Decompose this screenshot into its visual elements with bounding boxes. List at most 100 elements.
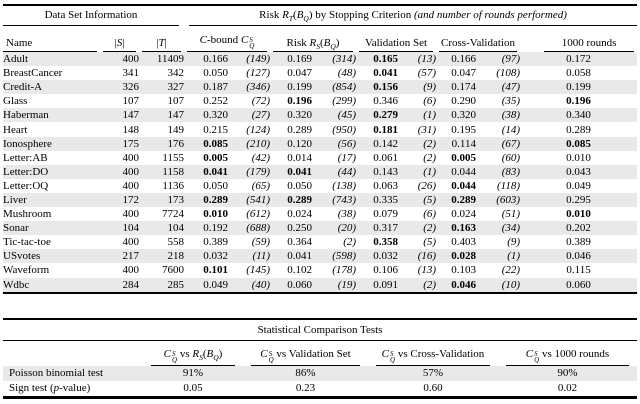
crossval-value: 0.044	[451, 179, 477, 192]
t-size-value: 104	[167, 222, 185, 235]
risk-value: 0.102	[287, 264, 313, 277]
cbound-value: 0.187	[203, 81, 229, 94]
cbound-value: 0.101	[203, 264, 229, 277]
cbound-rounds: (27)	[251, 109, 271, 122]
dataset-name: Adult	[3, 53, 29, 66]
crossval-rounds: (34)	[501, 222, 521, 235]
t-size-value: 285	[167, 278, 185, 291]
risk-value: 0.289	[287, 123, 313, 136]
rounds1000-value: 0.060	[566, 278, 591, 291]
validation-rounds: (9)	[423, 81, 437, 94]
validation-value: 0.346	[373, 95, 399, 108]
rounds1000-value: 0.010	[566, 208, 591, 221]
table-row: Heart 148 149 0.215 (124) 0.289 (950) 0.181 (31)…	[3, 122, 637, 136]
test-value: 0.05	[183, 382, 203, 394]
validation-value: 0.279	[373, 109, 399, 122]
col-header-name: Name	[3, 26, 100, 52]
cbound-value: 0.289	[203, 193, 229, 206]
risk-value: 0.024	[287, 208, 313, 221]
table-row: Waveform 400 7600 0.101 (145) 0.102 (178) 0.106…	[3, 263, 637, 277]
rounds1000-value: 0.199	[566, 81, 591, 94]
risk-value: 0.169	[287, 53, 313, 66]
dataset-name: Waveform	[3, 264, 50, 277]
s-size-value: 400	[122, 208, 140, 221]
rounds1000-value: 0.115	[566, 264, 591, 277]
t-size-value: 558	[167, 236, 185, 249]
risk-value: 0.320	[287, 109, 313, 122]
rounds1000-value: 0.202	[566, 222, 591, 235]
validation-rounds: (2)	[423, 151, 437, 164]
validation-value: 0.317	[373, 222, 399, 235]
crossval-rounds: (14)	[501, 123, 521, 136]
crossval-rounds: (603)	[496, 193, 521, 206]
cbound-rounds: (688)	[246, 222, 271, 235]
rounds1000-value: 0.043	[566, 165, 591, 178]
rounds1000-value: 0.340	[566, 109, 591, 122]
risk-rounds: (598)	[332, 250, 357, 263]
cbound-rounds: (72)	[251, 95, 271, 108]
stats-table-title: Statistical Comparison Tests	[3, 319, 637, 341]
t-size-value: 173	[167, 193, 185, 206]
col-header-risk: Risk RS(BQ)	[270, 26, 356, 52]
validation-value: 0.032	[373, 250, 399, 263]
cbound-rounds: (42)	[251, 151, 271, 164]
rounds1000-value: 0.172	[566, 53, 591, 66]
cbound-value: 0.041	[203, 165, 229, 178]
risk-rounds: (19)	[337, 278, 357, 291]
cbound-value: 0.050	[203, 179, 229, 192]
col-header-1000-rounds: 1000 rounds	[520, 26, 637, 52]
risk-value: 0.289	[287, 193, 313, 206]
table-row: Letter:AB 400 1155 0.005 (42) 0.014 (17) 0.061 (…	[3, 151, 637, 165]
crossval-rounds: (108)	[496, 67, 521, 80]
validation-value: 0.335	[373, 193, 399, 206]
dataset-name: Letter:DO	[3, 165, 49, 178]
table-row: Mushroom 400 7724 0.010 (612) 0.024 (38) 0.079 (…	[3, 207, 637, 221]
crossval-value: 0.114	[451, 137, 477, 150]
s-size-value: 107	[122, 95, 140, 108]
crossval-value: 0.320	[451, 109, 477, 122]
col-header-validation: Validation Set	[356, 26, 436, 52]
s-size-value: 172	[122, 193, 140, 206]
cbound-value: 0.085	[203, 137, 229, 150]
cbound-rounds: (179)	[246, 165, 271, 178]
crossval-rounds: (22)	[501, 264, 521, 277]
risk-value: 0.014	[287, 151, 313, 164]
t-size-value: 1155	[162, 151, 185, 164]
t-size-value: 218	[167, 250, 185, 263]
cbound-rounds: (210)	[246, 137, 271, 150]
risk-rounds: (314)	[332, 53, 357, 66]
dataset-name: Letter:OQ	[3, 179, 49, 192]
cbound-value: 0.005	[203, 151, 229, 164]
s-size-value: 400	[122, 179, 140, 192]
risk-rounds: (45)	[337, 109, 357, 122]
cbound-rounds: (541)	[246, 193, 271, 206]
risk-value: 0.041	[287, 165, 313, 178]
table-row: Sonar 104 104 0.192 (688) 0.250 (20) 0.317 (2) 0.…	[3, 221, 638, 236]
cbound-rounds: (346)	[246, 81, 271, 94]
stats-title-row: Statistical Comparison Tests	[3, 319, 637, 341]
s-size-value: 148	[122, 123, 140, 136]
cbound-rounds: (65)	[251, 179, 271, 192]
crossval-rounds: (9)	[507, 236, 521, 249]
crossval-rounds: (83)	[501, 165, 521, 178]
cbound-rounds: (612)	[246, 208, 271, 221]
table-row: Wdbc 284 285 0.049 (40) 0.060 (19) 0.091 (2) 0.04…	[3, 277, 638, 293]
s-size-value: 400	[122, 165, 140, 178]
risk-rounds: (20)	[337, 222, 357, 235]
cbound-value: 0.192	[203, 222, 229, 235]
validation-rounds: (31)	[417, 123, 437, 136]
validation-rounds: (2)	[423, 222, 437, 235]
rounds1000-value: 0.046	[566, 250, 591, 263]
risk-value: 0.050	[287, 179, 313, 192]
s-size-value: 400	[122, 236, 140, 249]
rounds1000-value: 0.058	[566, 67, 591, 80]
test-value: 86%	[295, 367, 316, 379]
rounds1000-value: 0.389	[566, 236, 591, 249]
risk-rounds: (178)	[332, 264, 357, 277]
table-row: USvotes 217 218 0.032 (11) 0.041 (598) 0.032 (16…	[3, 249, 638, 264]
cbound-rounds: (145)	[246, 264, 271, 277]
s-size-value: 326	[122, 81, 140, 94]
